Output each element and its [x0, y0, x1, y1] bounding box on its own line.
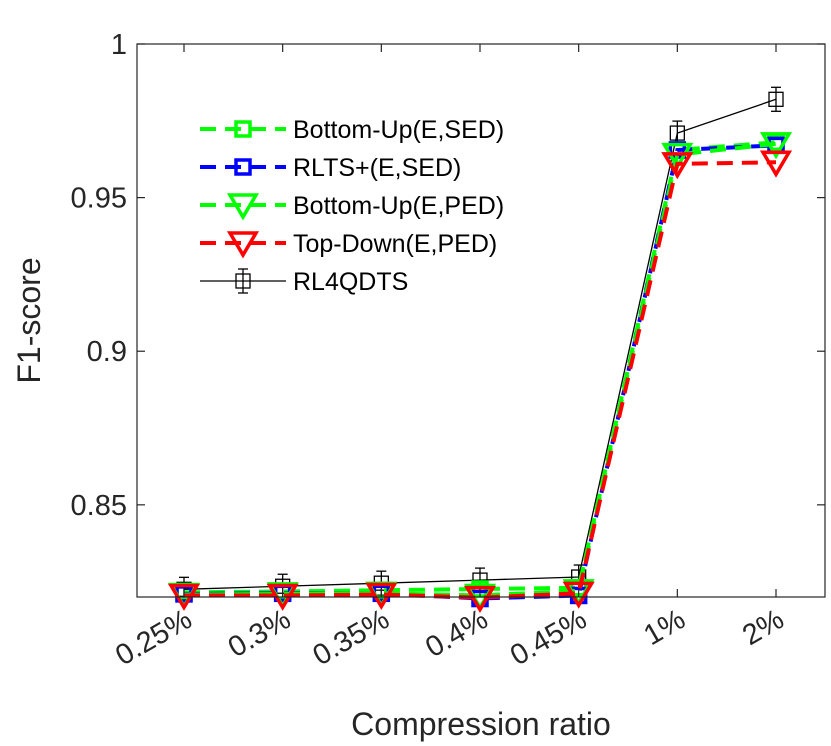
axes-frame: [136, 43, 826, 598]
y-tick-label: 0.85: [71, 490, 127, 522]
legend-label: RLTS+(E,SED): [293, 154, 461, 182]
legend-entry: Bottom-Up(E,PED): [200, 192, 504, 221]
data-point: [768, 86, 784, 112]
y-tick-label: 1: [111, 29, 127, 61]
data-point: [365, 582, 398, 610]
x-axis-title: Compression ratio: [351, 706, 611, 742]
data-point: [759, 150, 793, 178]
y-tick-label: 0.95: [71, 183, 127, 215]
legend-entry: Top-Down(E,PED): [200, 230, 497, 259]
legend-entry: RL4QDTS: [200, 268, 408, 296]
data-point: [562, 581, 595, 609]
y-tick-label: 0.9: [87, 336, 127, 368]
legend-label: Top-Down(E,PED): [293, 230, 497, 258]
data-point: [661, 152, 694, 180]
legend: Bottom-Up(E,SED) RLTS+(E,SED) Bottom-Up(E,…: [200, 116, 504, 296]
data-point: [759, 132, 793, 160]
legend-entry: Bottom-Up(E,SED): [200, 116, 504, 144]
legend-label: RL4QDTS: [293, 268, 408, 296]
data-point: [661, 142, 694, 171]
legend-marker: [234, 158, 252, 176]
legend-label: Bottom-Up(E,SED): [293, 116, 504, 144]
legend-marker: [226, 193, 260, 221]
legend-entry: RLTS+(E,SED): [200, 154, 461, 182]
legend-marker: [235, 268, 251, 294]
legend-marker: [234, 120, 252, 138]
series-line: [183, 143, 777, 601]
series-line: [184, 160, 777, 600]
legend-label: Bottom-Up(E,PED): [293, 192, 504, 220]
data-point: [463, 585, 497, 614]
legend-marker: [226, 231, 260, 259]
y-axis-title: F1-score: [11, 257, 47, 383]
